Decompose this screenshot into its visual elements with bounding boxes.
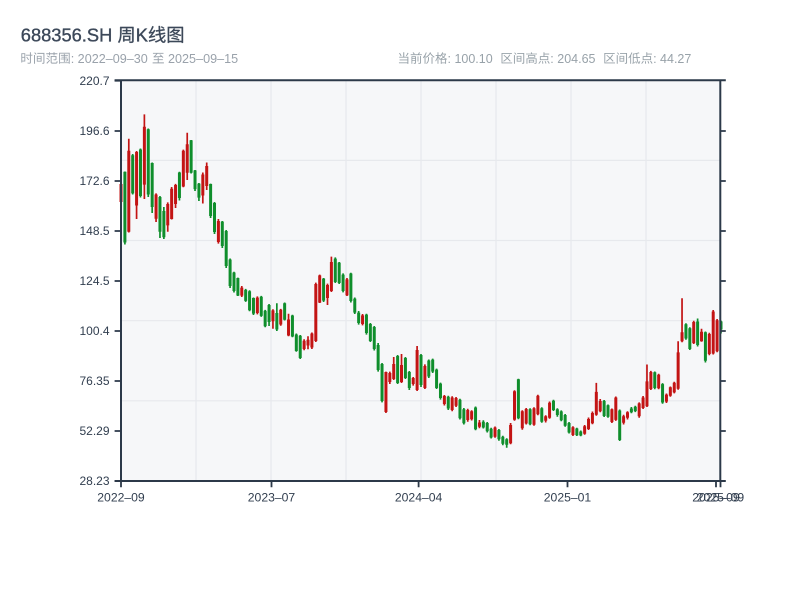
svg-text:196.6: 196.6 (79, 124, 109, 138)
svg-text:: 100.10: : 100.10 (448, 52, 493, 66)
svg-text:52.29: 52.29 (79, 424, 109, 438)
svg-text:: 204.65: : 204.65 (550, 52, 595, 66)
svg-text:2025–09: 2025–09 (692, 491, 740, 505)
svg-text:148.5: 148.5 (79, 224, 109, 238)
svg-text:2024–04: 2024–04 (395, 491, 443, 505)
svg-text:: 44.27: : 44.27 (653, 52, 691, 66)
svg-text:220.7: 220.7 (79, 74, 109, 88)
svg-text:124.5: 124.5 (79, 274, 109, 288)
svg-text:2025–09–15: 2025–09–15 (168, 52, 238, 66)
svg-text:28.23: 28.23 (79, 474, 109, 488)
svg-text:: 2022–09–30: : 2022–09–30 (71, 52, 148, 66)
svg-text:172.6: 172.6 (79, 174, 109, 188)
svg-text:K: K (136, 24, 148, 45)
svg-text:2025–01: 2025–01 (544, 491, 592, 505)
svg-text:2023–07: 2023–07 (248, 491, 296, 505)
svg-text:76.35: 76.35 (79, 374, 109, 388)
svg-text:2022–09: 2022–09 (97, 491, 145, 505)
svg-text:100.4: 100.4 (79, 324, 109, 338)
svg-text:2025–09: 2025–09 (697, 491, 745, 505)
svg-text:688356.SH: 688356.SH (21, 24, 112, 45)
